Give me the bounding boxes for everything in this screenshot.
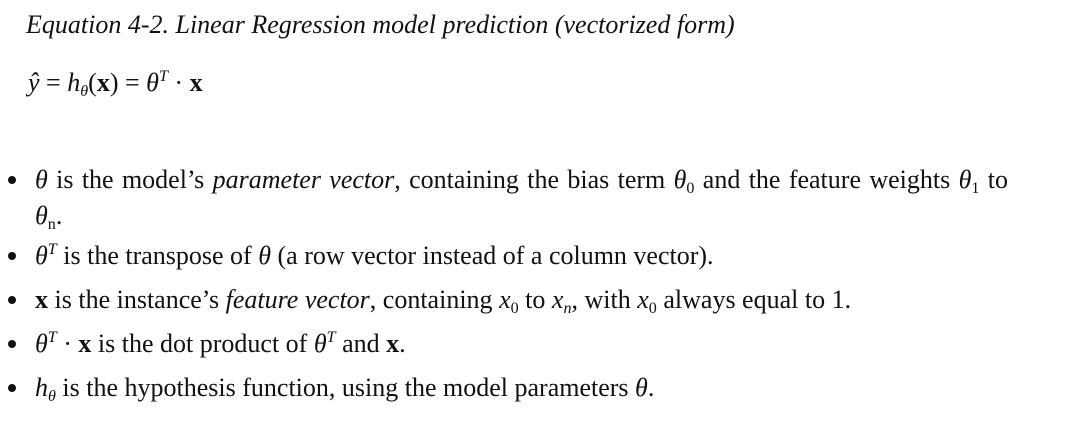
equals-sign-2: =	[118, 68, 147, 97]
theta-symbol: θ	[258, 241, 271, 270]
dot-operator: ·	[167, 68, 190, 97]
x-symbol: x	[637, 285, 649, 314]
text: to	[979, 165, 1008, 194]
text: always equal to 1.	[656, 285, 852, 314]
subscript: n	[47, 216, 56, 234]
bullet-icon	[8, 176, 16, 184]
text: is the dot product of	[91, 329, 314, 358]
list-item: hθ is the hypothesis function, using the…	[8, 370, 1008, 406]
hypothesis-h-symbol: h	[67, 68, 81, 97]
hypothesis-h-symbol: h	[35, 373, 48, 402]
subscript: 0	[648, 300, 657, 318]
subscript: 0	[686, 180, 695, 198]
subscript: 0	[510, 300, 519, 318]
subscript: 1	[971, 180, 980, 198]
theta-symbol: θ	[35, 201, 48, 230]
theta-symbol: θ	[35, 165, 48, 194]
transpose-superscript: T	[326, 329, 336, 347]
text: is the transpose of	[56, 241, 259, 270]
text: , containing	[369, 285, 500, 314]
text: .	[647, 373, 655, 402]
text: (a row vector instead of a column vector…	[271, 241, 714, 270]
text: to	[518, 285, 552, 314]
text: is the instance’s	[48, 285, 226, 314]
y-hat-symbol: ŷ	[28, 68, 40, 97]
equals-sign: =	[39, 68, 68, 97]
text: is the model’s	[47, 165, 213, 194]
theta-symbol: θ	[35, 329, 48, 358]
text: , with	[571, 285, 638, 314]
x-vector-symbol: x	[386, 329, 400, 358]
dot-operator: ·	[56, 329, 79, 358]
text: .	[55, 201, 63, 230]
emphasis-term: feature vector	[225, 285, 370, 314]
theta-symbol: θ	[635, 373, 648, 402]
paren-close: )	[109, 68, 119, 97]
x-symbol: x	[551, 285, 564, 314]
list-item: θT is the transpose of θ (a row vector i…	[8, 238, 1008, 274]
x-symbol: x	[499, 285, 511, 314]
text: is the hypothesis function, using the mo…	[55, 373, 636, 402]
transpose-superscript: T	[47, 329, 57, 347]
x-vector-symbol-2: x	[189, 68, 203, 97]
subscript: n	[563, 300, 572, 318]
bullet-icon	[8, 296, 16, 304]
list-item: θT · x is the dot product of θT and x.	[8, 326, 1008, 362]
text: .	[399, 329, 406, 358]
x-vector-symbol: x	[35, 285, 48, 314]
x-vector-symbol: x	[96, 68, 110, 97]
list-item: θ is the model’s parameter vector, conta…	[8, 162, 1008, 234]
bullet-icon	[8, 340, 16, 348]
transpose-superscript: T	[158, 68, 168, 86]
theta-symbol: θ	[146, 68, 159, 97]
transpose-superscript: T	[47, 241, 57, 259]
definition-list: θ is the model’s parameter vector, conta…	[8, 162, 1008, 414]
theta-subscript: θ	[80, 83, 89, 101]
theta-symbol: θ	[958, 165, 972, 194]
paren-open: (	[88, 68, 97, 97]
text: and	[335, 329, 387, 358]
equation-caption: Equation 4-2. Linear Regression model pr…	[26, 10, 735, 39]
text: , containing the bias term	[394, 165, 674, 194]
theta-symbol: θ	[35, 241, 48, 270]
bullet-icon	[8, 384, 16, 392]
bullet-icon	[8, 252, 16, 260]
text: and the feature weights	[694, 165, 959, 194]
x-vector-symbol: x	[78, 329, 92, 358]
emphasis-term: parameter vector	[212, 165, 395, 194]
theta-symbol: θ	[673, 165, 687, 194]
list-item: x is the instance’s feature vector, cont…	[8, 282, 1008, 318]
equation-4-2: ŷ = hθ(x) = θT · x	[28, 68, 203, 101]
theta-subscript: θ	[48, 388, 56, 406]
theta-symbol: θ	[313, 329, 327, 358]
